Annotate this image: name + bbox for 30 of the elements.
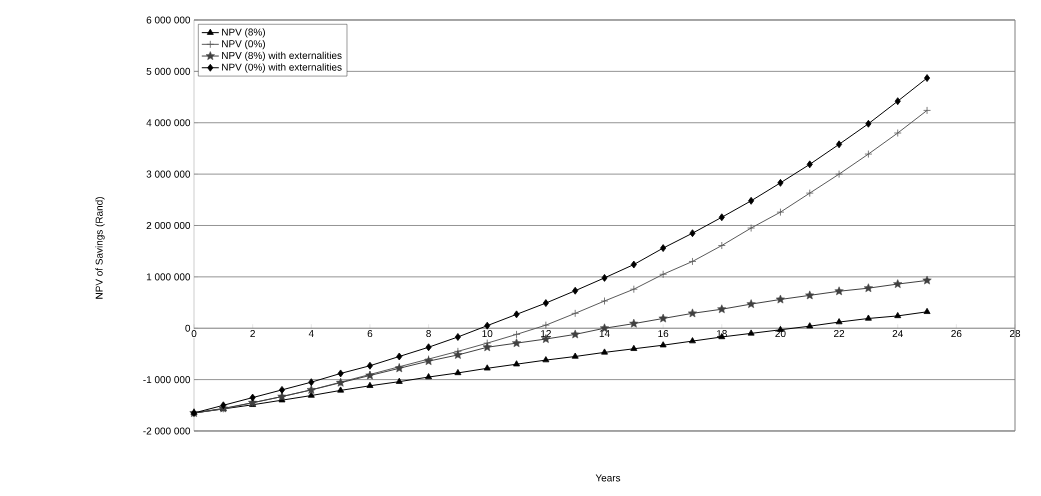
x-tick-label: 12 bbox=[541, 330, 551, 337]
y-tick-label: 3 000 000 bbox=[146, 170, 191, 178]
legend-label: NPV (8%) bbox=[222, 28, 265, 38]
x-tick-label: 24 bbox=[892, 330, 903, 337]
x-tick-label: 18 bbox=[717, 330, 727, 338]
y-tick-label: 2 000 000 bbox=[146, 221, 191, 230]
y-tick-label: -2 000 000 bbox=[143, 427, 191, 435]
y-tick-label: 0 bbox=[185, 324, 191, 332]
x-tick-label: 6 bbox=[367, 330, 373, 338]
y-tick-label: 1 000 000 bbox=[146, 273, 191, 281]
y-tick-label: 6 000 000 bbox=[146, 16, 191, 24]
x-tick-label: 20 bbox=[775, 330, 786, 338]
legend-label: NPV (8%) with externalities bbox=[222, 51, 342, 61]
x-tick-label: 8 bbox=[426, 330, 431, 338]
x-tick-label: 0 bbox=[191, 330, 197, 338]
y-tick-label: 5 000 000 bbox=[146, 67, 191, 75]
x-tick-label: 10 bbox=[482, 330, 493, 338]
x-tick-label: 26 bbox=[951, 330, 962, 338]
x-tick-label: 2 bbox=[250, 330, 255, 337]
y-tick-label: 4 000 000 bbox=[146, 119, 191, 127]
x-axis-title: Years bbox=[595, 474, 621, 482]
y-axis-title: NPV of Savings (Rand) bbox=[95, 197, 105, 299]
x-tick-label: 4 bbox=[308, 330, 314, 337]
x-tick-label: 22 bbox=[834, 330, 845, 337]
x-tick-label: 14 bbox=[599, 330, 610, 337]
y-tick-label: -1 000 000 bbox=[143, 376, 191, 384]
legend-label: NPV (0%) bbox=[222, 39, 265, 50]
legend-label: NPV (0%) with externalities bbox=[222, 63, 342, 73]
x-tick-label: 28 bbox=[1009, 330, 1021, 338]
x-tick-label: 16 bbox=[658, 330, 669, 338]
